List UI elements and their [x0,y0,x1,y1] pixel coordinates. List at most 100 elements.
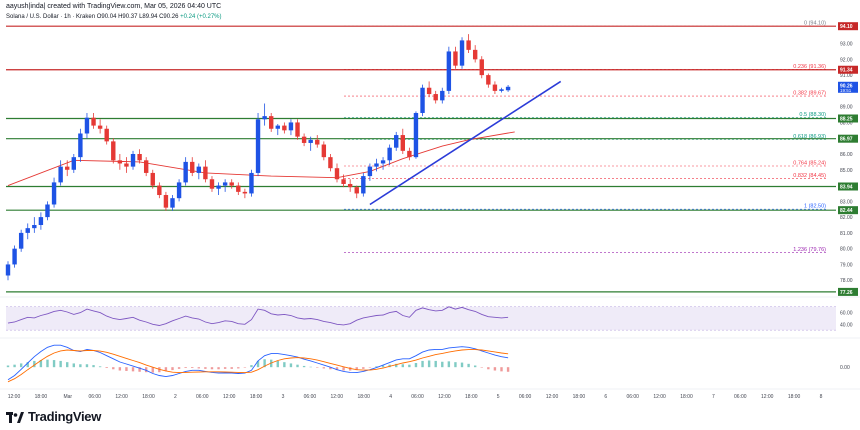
time-tick-label: 4 [389,394,392,400]
time-tick-label: Mar [63,394,72,400]
candle-body [505,86,511,91]
candle-body [440,90,445,101]
fib-level-label: 0.382 (89.67) [793,91,826,97]
candle-body [275,125,280,129]
time-tick-label: 3 [282,394,285,400]
time-tick-label: 06:00 [519,394,532,400]
macd-histogram-bar [500,367,503,372]
macd-histogram-bar [447,361,451,368]
price-tick-label: 85.00 [840,168,853,174]
macd-histogram-bar [421,360,424,368]
time-tick-label: 18:00 [357,394,370,400]
macd-histogram-bar [316,367,319,368]
candle-body [236,185,241,192]
candle-body [71,157,76,170]
macd-histogram-bar [296,364,299,368]
candle-body [18,232,24,249]
macd-histogram-bar [335,367,339,371]
macd-signal-line [7,349,509,383]
macd-tick-label: 0.00 [840,365,850,371]
macd-histogram-bar [19,363,23,368]
price-chart[interactable]: 93.0092.0091.0089.0088.0087.0086.0085.00… [0,0,860,405]
candle-body [38,217,44,225]
candle-body [255,119,261,173]
candle-body [282,125,287,131]
candle-body [196,166,202,173]
price-level-label: 88.25 [840,117,853,123]
current-price-time: 19:51 [840,88,852,93]
price-label-box [838,287,858,296]
candle-body [328,157,333,169]
candle-body [459,40,465,66]
rsi-band [6,306,836,331]
time-tick-label: 18:00 [573,394,586,400]
tradingview-brand: TradingView [28,409,102,424]
time-tick-label: 06:00 [411,394,424,400]
price-tick-label: 91.00 [840,73,853,79]
candle-body [446,51,452,91]
candle-body [130,154,136,167]
candle-body [269,116,274,129]
macd-histogram-bar [125,367,128,371]
candle-body [354,187,359,194]
macd-histogram-bar [506,367,510,372]
rsi-tick-label: 60.00 [840,311,853,317]
candle-body [222,182,228,186]
macd-histogram-bar [276,360,279,368]
time-tick-label: 12:00 [761,394,774,400]
candle-body [143,160,149,173]
macd-histogram-bar [66,362,69,368]
time-tick-label: 12:00 [438,394,451,400]
candle-body [32,225,37,229]
time-tick-label: 8 [820,394,823,400]
price-level-label: 91.34 [840,68,853,74]
price-tick-label: 88.00 [840,120,853,126]
fib-level-label: 0 (94.10) [804,21,826,27]
price-label-box [838,114,858,123]
macd-histogram-bar [138,367,141,372]
macd-histogram-bar [434,360,437,368]
price-level-label: 83.94 [840,185,853,191]
price-label-box [838,182,858,191]
macd-histogram-bar [473,365,477,368]
macd-histogram-bar [243,367,247,368]
candle-body [209,179,215,189]
candle-body [420,87,425,113]
rsi-tick-label: 40.00 [840,322,853,328]
time-tick-label: 18:00 [680,394,693,400]
candle-body [249,172,254,194]
candle-body [97,125,103,129]
macd-histogram-bar [230,367,233,369]
macd-histogram-bar [204,367,207,369]
price-label-box [838,65,858,74]
macd-histogram-bar [59,360,62,368]
candle-body [394,135,399,148]
price-tick-label: 92.00 [840,57,853,63]
moving-average-line [7,131,515,187]
macd-histogram-bar [401,364,404,368]
candle-body [65,166,70,170]
candle-body [190,161,195,173]
candle-body [51,182,57,205]
time-tick-label: 12:00 [223,394,236,400]
macd-histogram-bar [131,367,135,372]
candle-body [216,185,221,189]
candle-body [486,75,491,85]
current-price-label: 90.26 [840,83,853,89]
fib-level-label: 0.5 (88.30) [799,112,826,118]
macd-histogram-bar [289,363,293,368]
candle-body [150,172,155,186]
time-tick-label: 18:00 [35,394,48,400]
macd-histogram-bar [368,367,372,368]
macd-histogram-bar [144,367,148,373]
price-tick-label: 81.00 [840,231,853,237]
candle-body [367,166,373,177]
time-tick-label: 12:00 [546,394,559,400]
macd-histogram-bar [39,360,43,368]
price-label-box [838,134,858,143]
macd-histogram-bar [427,360,431,368]
candle-body [170,198,175,208]
candle-body [407,150,412,158]
candle-body [78,133,83,158]
macd-histogram-bar [79,364,82,368]
